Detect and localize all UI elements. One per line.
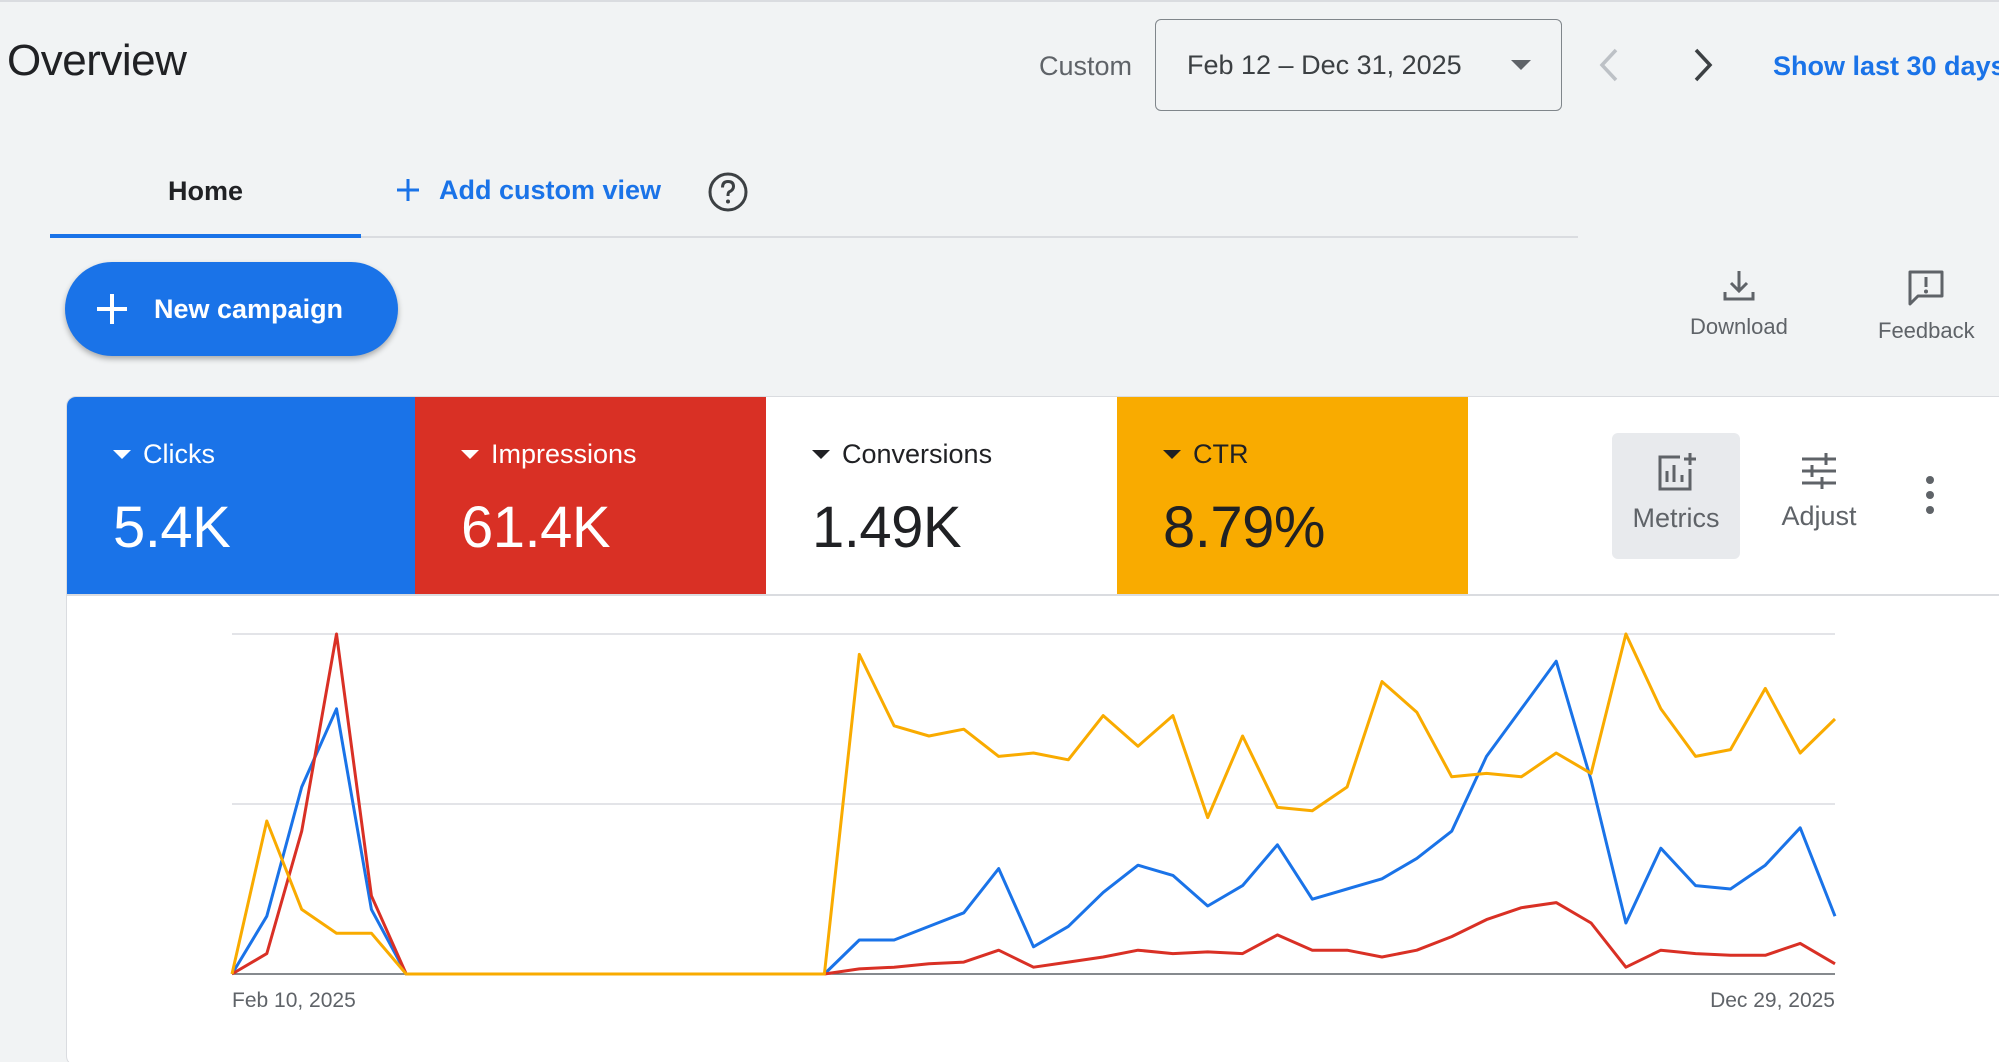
- tab-home-label: Home: [167, 176, 243, 206]
- chevron-left-icon: [1599, 48, 1618, 82]
- metric-ctr-header: CTR: [1163, 439, 1468, 470]
- page-title: Overview: [7, 36, 187, 85]
- metric-clicks-value: 5.4K: [113, 495, 231, 560]
- dropdown-arrow-icon: [1511, 60, 1531, 70]
- metric-conversions[interactable]: Conversions 1.49K: [766, 397, 1117, 594]
- show-last-30-days-link[interactable]: Show last 30 days: [1773, 51, 1999, 81]
- chevron-right-icon: [1694, 48, 1713, 82]
- metric-clicks-header: Clicks: [113, 439, 415, 470]
- add-custom-view-label: Add custom view: [439, 174, 662, 205]
- tune-icon: [1802, 453, 1836, 489]
- metric-ctr-label: CTR: [1193, 439, 1249, 469]
- feedback-icon: [1908, 270, 1944, 306]
- adjust-button-label: Adjust: [1781, 501, 1857, 531]
- metric-conversions-label: Conversions: [842, 439, 993, 469]
- download-button[interactable]: Download: [1690, 268, 1788, 340]
- feedback-label: Feedback: [1878, 318, 1975, 343]
- date-range-value: Feb 12 – Dec 31, 2025: [1187, 49, 1462, 80]
- top-divider: [0, 0, 1999, 2]
- performance-card: Clicks 5.4K Impressions 61.4K Conversion…: [66, 396, 1999, 1062]
- dropdown-arrow-icon: [1163, 450, 1181, 459]
- x-tick-label-end: Dec 29, 2025: [1710, 989, 1835, 1012]
- metric-impressions-label: Impressions: [491, 439, 637, 469]
- metric-impressions[interactable]: Impressions 61.4K: [415, 397, 766, 594]
- new-campaign-button[interactable]: New campaign: [65, 262, 398, 356]
- new-campaign-label: New campaign: [154, 293, 344, 324]
- metric-clicks[interactable]: Clicks 5.4K: [67, 397, 415, 594]
- metric-impressions-header: Impressions: [461, 439, 766, 470]
- series-line-ctr: [230, 632, 1837, 976]
- dropdown-arrow-icon: [113, 450, 131, 459]
- feedback-button[interactable]: Feedback: [1878, 268, 1975, 344]
- x-tick-label-start: Feb 10, 2025: [232, 989, 356, 1012]
- dropdown-arrow-icon: [812, 450, 830, 459]
- add-custom-view-button[interactable]: Add custom view: [395, 170, 661, 210]
- help-icon[interactable]: [707, 171, 749, 213]
- add-chart-icon: [1658, 453, 1696, 491]
- metric-impressions-value: 61.4K: [461, 495, 611, 560]
- metric-conversions-header: Conversions: [812, 439, 1117, 470]
- next-period-button[interactable]: [1681, 38, 1725, 92]
- metrics-button-label: Metrics: [1632, 503, 1720, 533]
- metrics-divider: [67, 594, 1999, 596]
- more-options-icon[interactable]: [1915, 473, 1945, 517]
- tabs-divider: [50, 236, 1578, 238]
- dropdown-arrow-icon: [461, 450, 479, 459]
- date-range-label: Custom: [1039, 51, 1133, 81]
- metric-clicks-label: Clicks: [143, 439, 215, 469]
- previous-period-button[interactable]: [1587, 38, 1631, 92]
- tab-home[interactable]: Home: [50, 160, 361, 238]
- date-range-select[interactable]: Feb 12 – Dec 31, 2025: [1155, 19, 1562, 111]
- download-icon: [1723, 271, 1755, 301]
- metric-ctr[interactable]: CTR 8.79%: [1117, 397, 1468, 594]
- download-label: Download: [1690, 314, 1788, 339]
- plus-icon: [97, 294, 127, 324]
- adjust-button[interactable]: Adjust: [1755, 433, 1883, 559]
- metric-ctr-value: 8.79%: [1163, 495, 1325, 560]
- active-tab-indicator: [50, 234, 361, 238]
- performance-chart: Feb 10, 2025 Dec 29, 2025: [230, 632, 1837, 1012]
- metric-conversions-value: 1.49K: [812, 495, 962, 560]
- plus-icon: [397, 179, 419, 201]
- metrics-button[interactable]: Metrics: [1612, 433, 1740, 559]
